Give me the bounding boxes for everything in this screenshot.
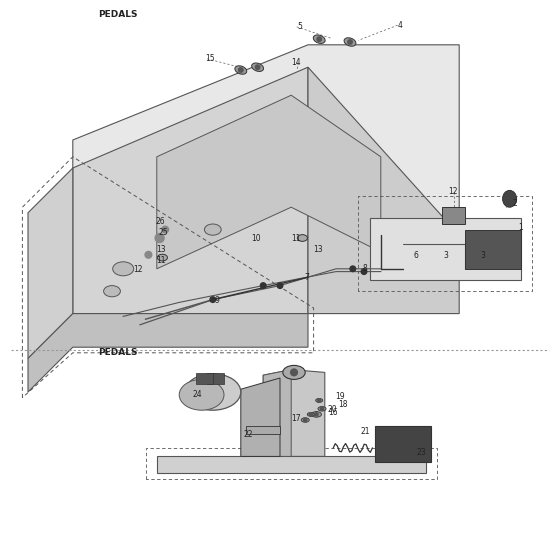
Circle shape bbox=[260, 283, 266, 288]
Text: 14: 14 bbox=[291, 58, 301, 67]
Ellipse shape bbox=[307, 412, 314, 417]
Ellipse shape bbox=[235, 66, 247, 74]
Polygon shape bbox=[73, 45, 459, 314]
Text: 23: 23 bbox=[416, 448, 426, 457]
Text: 19: 19 bbox=[335, 392, 346, 401]
Ellipse shape bbox=[104, 286, 120, 297]
Text: 22: 22 bbox=[244, 430, 253, 439]
Text: PEDALS: PEDALS bbox=[98, 10, 138, 18]
Circle shape bbox=[320, 407, 324, 410]
Text: 9: 9 bbox=[214, 296, 219, 305]
Text: 5: 5 bbox=[297, 22, 302, 31]
Circle shape bbox=[255, 65, 260, 69]
Circle shape bbox=[317, 37, 321, 41]
Circle shape bbox=[239, 68, 243, 72]
Text: 3: 3 bbox=[480, 251, 485, 260]
Circle shape bbox=[162, 226, 169, 233]
Text: 24: 24 bbox=[192, 390, 202, 399]
Polygon shape bbox=[157, 456, 426, 473]
Text: 26: 26 bbox=[156, 217, 166, 226]
Ellipse shape bbox=[185, 374, 241, 410]
Text: 11: 11 bbox=[291, 234, 300, 243]
Text: 16: 16 bbox=[328, 408, 338, 417]
Ellipse shape bbox=[316, 399, 323, 403]
Polygon shape bbox=[241, 378, 280, 456]
Ellipse shape bbox=[318, 407, 326, 411]
Text: PEDALS: PEDALS bbox=[98, 348, 138, 357]
Text: 4: 4 bbox=[398, 21, 403, 30]
Ellipse shape bbox=[297, 235, 307, 241]
Ellipse shape bbox=[301, 418, 309, 422]
Polygon shape bbox=[28, 168, 73, 358]
Ellipse shape bbox=[311, 412, 321, 417]
Polygon shape bbox=[28, 314, 308, 392]
Circle shape bbox=[348, 40, 352, 44]
Polygon shape bbox=[308, 67, 459, 314]
Bar bbox=[465, 230, 521, 269]
Text: 7: 7 bbox=[305, 273, 309, 282]
Polygon shape bbox=[157, 95, 381, 269]
Polygon shape bbox=[246, 426, 280, 434]
Text: 6: 6 bbox=[414, 251, 418, 260]
Circle shape bbox=[309, 413, 312, 416]
Text: 13: 13 bbox=[156, 245, 166, 254]
Text: 15: 15 bbox=[205, 54, 215, 63]
Text: 20: 20 bbox=[327, 405, 337, 414]
Circle shape bbox=[145, 251, 152, 258]
Text: 11: 11 bbox=[156, 256, 165, 265]
Text: 10: 10 bbox=[251, 234, 262, 243]
Text: 21: 21 bbox=[361, 427, 370, 436]
Bar bbox=[196, 374, 213, 385]
Ellipse shape bbox=[283, 366, 305, 380]
Ellipse shape bbox=[113, 262, 134, 276]
Polygon shape bbox=[73, 67, 308, 314]
Ellipse shape bbox=[157, 254, 167, 261]
Ellipse shape bbox=[204, 224, 221, 235]
Text: 12: 12 bbox=[448, 187, 457, 196]
Text: 2: 2 bbox=[513, 199, 517, 208]
Polygon shape bbox=[263, 370, 291, 456]
Text: 3: 3 bbox=[444, 251, 448, 260]
Ellipse shape bbox=[179, 380, 224, 410]
Text: 13: 13 bbox=[313, 245, 323, 254]
Circle shape bbox=[315, 413, 318, 416]
Polygon shape bbox=[370, 218, 521, 280]
Circle shape bbox=[155, 234, 164, 242]
Bar bbox=[207, 374, 224, 385]
Ellipse shape bbox=[251, 63, 264, 72]
Circle shape bbox=[304, 418, 307, 422]
Polygon shape bbox=[263, 370, 325, 456]
Circle shape bbox=[318, 399, 321, 402]
Ellipse shape bbox=[503, 190, 517, 207]
Circle shape bbox=[210, 297, 216, 302]
Text: 12: 12 bbox=[134, 265, 143, 274]
Circle shape bbox=[361, 269, 367, 274]
Circle shape bbox=[350, 266, 356, 272]
Text: 25: 25 bbox=[158, 228, 169, 237]
Ellipse shape bbox=[344, 38, 356, 46]
Bar bbox=[375, 426, 431, 462]
Bar bbox=[442, 207, 465, 224]
Text: 8: 8 bbox=[363, 264, 367, 273]
Text: 18: 18 bbox=[338, 400, 347, 409]
Text: 17: 17 bbox=[291, 414, 301, 423]
Circle shape bbox=[291, 369, 297, 376]
Ellipse shape bbox=[313, 35, 325, 44]
Text: 1: 1 bbox=[519, 223, 523, 232]
Circle shape bbox=[277, 283, 283, 288]
